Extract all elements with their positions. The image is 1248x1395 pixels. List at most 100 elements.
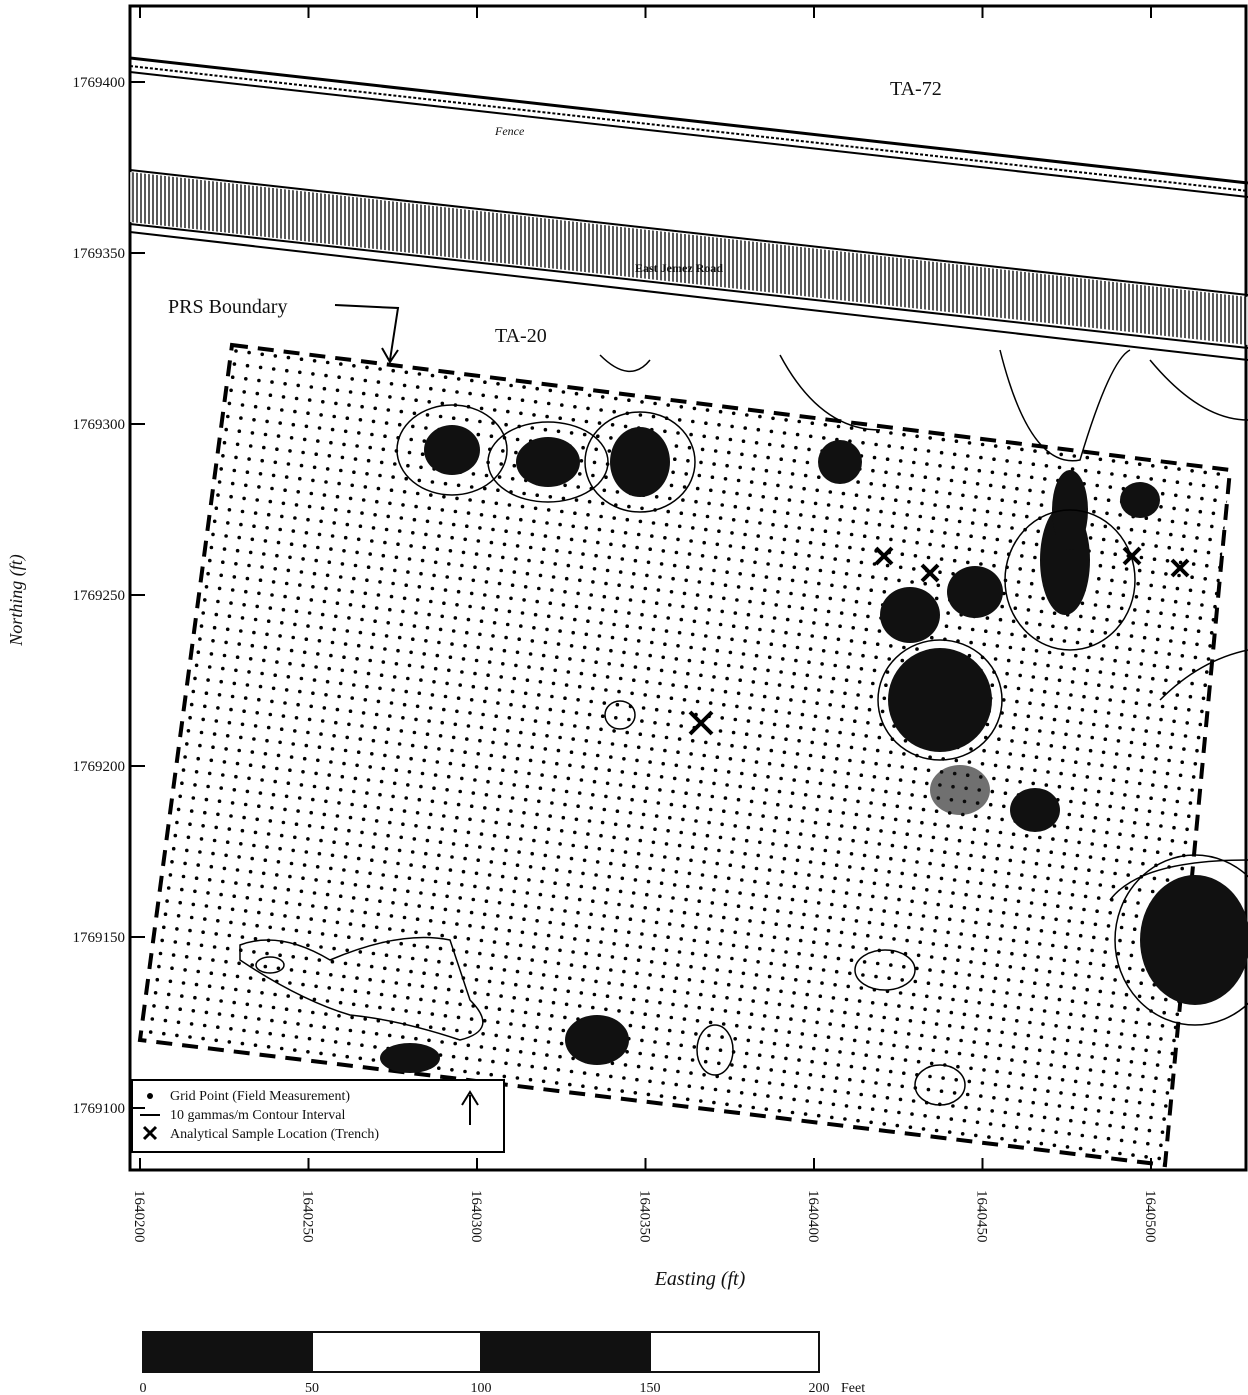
grid-point: [521, 1037, 525, 1041]
grid-point: [678, 1057, 682, 1061]
grid-point: [671, 683, 675, 687]
grid-point: [367, 565, 371, 569]
grid-point: [1126, 661, 1130, 665]
grid-point: [917, 1060, 921, 1064]
grid-point: [1059, 453, 1063, 457]
grid-point: [1185, 615, 1189, 619]
grid-point: [882, 803, 886, 807]
grid-point: [864, 734, 868, 738]
grid-point: [732, 412, 736, 416]
grid-point: [1189, 695, 1193, 699]
grid-point: [548, 921, 552, 925]
grid-point: [1040, 929, 1044, 933]
grid-point: [837, 638, 841, 642]
grid-point: [652, 628, 656, 632]
grid-point: [424, 639, 428, 643]
grid-point: [663, 749, 667, 753]
grid-point: [789, 592, 793, 596]
grid-point: [611, 742, 615, 746]
grid-point: [346, 629, 350, 633]
grid-point: [1041, 597, 1045, 601]
grid-point: [370, 858, 374, 862]
grid-point: [923, 582, 927, 586]
grid-point: [789, 1017, 793, 1021]
grid-point: [1180, 760, 1184, 764]
grid-point: [378, 367, 382, 371]
grid-point: [783, 644, 787, 648]
grid-point: [571, 737, 575, 741]
grid-point: [922, 1021, 926, 1025]
grid-point: [413, 518, 417, 522]
grid-point: [197, 650, 201, 654]
grid-point: [383, 754, 387, 758]
grid-point: [589, 593, 593, 597]
grid-point: [1113, 1085, 1117, 1089]
grid-point: [647, 667, 651, 671]
grid-point: [673, 457, 677, 461]
grid-point: [1004, 898, 1008, 902]
grid-point: [260, 778, 264, 782]
grid-point: [1179, 667, 1183, 671]
grid-point: [339, 575, 343, 579]
grid-point: [296, 916, 300, 920]
grid-point: [211, 533, 215, 537]
grid-point: [365, 472, 369, 476]
grid-point: [1090, 842, 1094, 846]
grid-point: [943, 531, 947, 535]
grid-point: [205, 798, 209, 802]
grid-point: [956, 533, 960, 537]
grid-point: [529, 652, 533, 656]
grid-point: [678, 950, 682, 954]
grid-point: [858, 574, 862, 578]
grid-point: [884, 896, 888, 900]
grid-point: [1153, 664, 1157, 668]
grid-point: [1125, 993, 1129, 997]
grid-point: [1018, 993, 1022, 997]
grid-point: [403, 384, 407, 388]
grid-point: [481, 819, 485, 823]
grid-point: [549, 389, 553, 393]
grid-point: [203, 917, 207, 921]
grid-point: [465, 631, 469, 635]
grid-point: [468, 818, 472, 822]
grid-point: [629, 917, 633, 921]
grid-point: [734, 611, 738, 615]
grid-point: [322, 1025, 326, 1029]
grid-point: [992, 1096, 996, 1100]
grid-point: [183, 755, 187, 759]
grid-point: [766, 456, 770, 460]
grid-point: [287, 356, 291, 360]
grid-point: [231, 482, 235, 486]
grid-point: [709, 914, 713, 918]
grid-point: [760, 615, 764, 619]
grid-point: [791, 1004, 795, 1008]
grid-point: [1046, 877, 1050, 881]
grid-point: [999, 937, 1003, 941]
grid-point: [1136, 582, 1140, 586]
grid-point: [1133, 1140, 1137, 1144]
grid-point: [676, 750, 680, 754]
grid-point: [483, 700, 487, 704]
grid-point: [647, 1093, 651, 1097]
grid-point: [1040, 1035, 1044, 1039]
grid-point: [563, 1016, 567, 1020]
grid-point: [555, 762, 559, 766]
grid-point: [583, 1071, 587, 1075]
grid-point: [774, 816, 778, 820]
grid-point: [383, 434, 387, 438]
grid-point: [923, 1114, 927, 1118]
grid-point: [1085, 988, 1089, 992]
grid-point: [491, 1060, 495, 1064]
grid-point: [928, 862, 932, 866]
grid-point: [318, 958, 322, 962]
grid-point: [1148, 1022, 1152, 1026]
grid-point: [529, 759, 533, 763]
grid-point: [912, 1099, 916, 1103]
grid-point: [1087, 1081, 1091, 1085]
grid-point: [516, 970, 520, 974]
grid-point: [1128, 647, 1132, 651]
grid-point: [352, 1003, 356, 1007]
grid-point: [702, 754, 706, 758]
grid-point: [1036, 955, 1040, 959]
grid-point: [604, 795, 608, 799]
